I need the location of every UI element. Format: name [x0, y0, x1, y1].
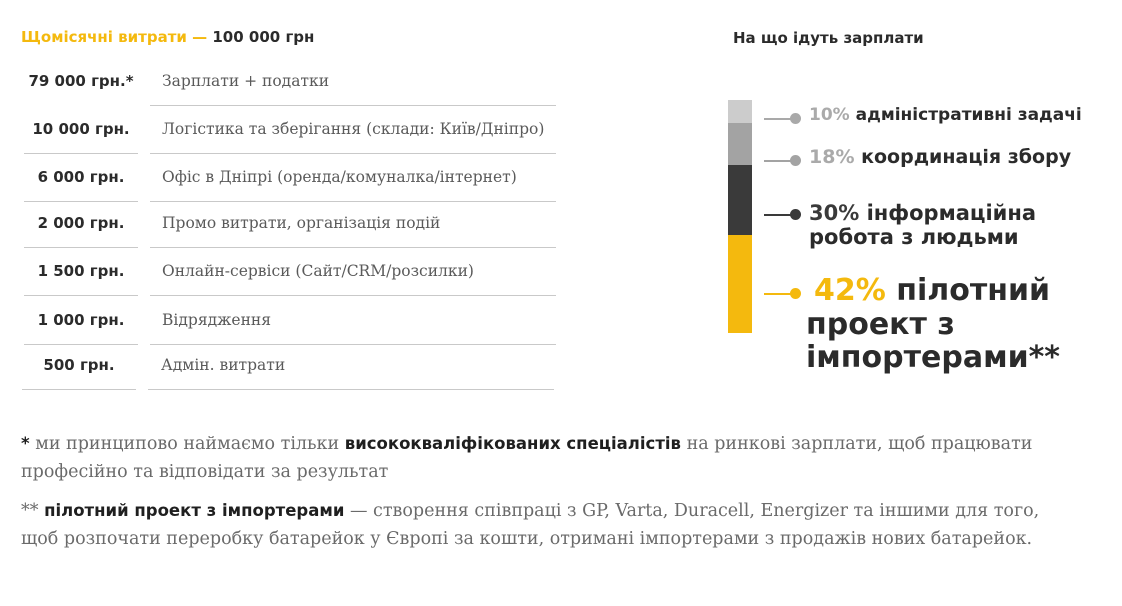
segment-percent: 18%	[809, 146, 855, 168]
row-divider	[24, 247, 138, 248]
leader-dot	[790, 288, 801, 299]
expense-amount: 6 000 грн.	[37, 168, 125, 186]
row-divider	[150, 201, 556, 202]
leader-line	[764, 293, 792, 295]
segment-label: 18% координація збору	[809, 146, 1072, 168]
segment-label: 10% адміністративні задачі	[809, 105, 1082, 125]
segment-percent: 42%	[814, 273, 886, 308]
row-divider	[150, 153, 556, 154]
table-row: 10 000 грн. Логістика та зберігання (скл…	[0, 105, 600, 153]
footnote-text: на ринкові зарплати, щоб працювати профе…	[21, 434, 1033, 482]
segment-percent: 30%	[809, 201, 860, 225]
expense-amount: 2 000 грн.	[37, 214, 125, 232]
expense-label: Зарплати + податки	[162, 72, 330, 90]
row-divider	[22, 389, 136, 390]
leader-dot	[790, 155, 801, 166]
row-divider	[24, 344, 138, 345]
segment-label: 42% пілотний проект з імпортерами**	[806, 274, 1106, 375]
expense-label: Логістика та зберігання (склади: Київ/Дн…	[162, 120, 545, 138]
expense-label: Офіс в Дніпрі (оренда/комуналка/інтернет…	[162, 168, 517, 186]
row-divider	[24, 153, 138, 154]
chart-title: На що ідуть зарплати	[733, 29, 924, 47]
table-row: 79 000 грн.* Зарплати + податки	[0, 57, 600, 105]
page-title: Щомісячні витрати — 100 000 грн	[21, 28, 314, 46]
table-row: 6 000 грн. Офіс в Дніпрі (оренда/комунал…	[0, 153, 600, 201]
segment-name: адміністративні задачі	[855, 105, 1082, 125]
footnote-salaries: * ми принципово наймаємо тільки висококв…	[21, 430, 1081, 486]
table-row: 1 000 грн. Відрядження	[0, 296, 600, 344]
footnote-bold: висококваліфікованих спеціалістів	[344, 434, 681, 453]
table-row: 2 000 грн. Промо витрати, організація по…	[0, 199, 600, 247]
leader-dot	[790, 209, 801, 220]
segment-percent: 10%	[809, 105, 850, 125]
leader-dot	[790, 113, 801, 124]
salary-breakdown-chart: 10% адміністративні задачі 18% координац…	[728, 100, 1108, 400]
segment-name: пілотний проект з імпортерами**	[806, 273, 1060, 376]
leader-line	[764, 160, 792, 162]
footnote-bold: пілотний проект з імпортерами	[44, 501, 345, 520]
leader-line	[764, 118, 792, 120]
row-divider	[24, 295, 138, 296]
segment-label: 30% інформаційна робота з людьми	[809, 201, 1089, 249]
expense-label: Промо витрати, організація подій	[162, 214, 441, 232]
footnote-pilot-project: ** пілотний проект з імпортерами — створ…	[21, 497, 1081, 553]
expense-label: Адмін. витрати	[161, 356, 286, 374]
footnote-text: — створення співпраці з GP, Varta, Durac…	[21, 501, 1040, 549]
row-divider	[148, 389, 554, 390]
segment-name: інформаційна робота з людьми	[809, 201, 1037, 249]
leader-line	[764, 214, 792, 216]
table-row: 500 грн. Адмін. витрати	[0, 341, 600, 389]
table-row: 1 500 грн. Онлайн-сервіси (Сайт/CRM/розс…	[0, 247, 600, 295]
expense-amount: 1 000 грн.	[37, 311, 125, 329]
stack-segment-coordination	[728, 123, 752, 165]
row-divider	[150, 105, 556, 106]
expense-amount: 10 000 грн.	[32, 120, 130, 138]
expense-amount: 500 грн.	[43, 356, 115, 374]
footnote-mark: *	[21, 434, 30, 453]
title-label: Щомісячні витрати	[21, 28, 187, 46]
expense-label: Відрядження	[162, 311, 272, 329]
row-divider	[150, 295, 556, 296]
stack-segment-admin	[728, 100, 752, 123]
row-divider	[150, 247, 556, 248]
stack-segment-pilot	[728, 235, 752, 333]
footnote-text: ми принципово наймаємо тільки	[35, 434, 340, 454]
row-divider	[150, 344, 556, 345]
footnote-mark: **	[21, 501, 39, 521]
stack-segment-information	[728, 165, 752, 235]
title-dash: —	[192, 28, 208, 46]
row-divider	[24, 201, 138, 202]
expense-amount: 1 500 грн.	[37, 262, 125, 280]
expense-label: Онлайн-сервіси (Сайт/CRM/розсилки)	[162, 262, 474, 280]
segment-name: координація збору	[861, 146, 1072, 168]
title-total: 100 000 грн	[212, 28, 315, 46]
expense-amount: 79 000 грн.*	[28, 72, 134, 90]
